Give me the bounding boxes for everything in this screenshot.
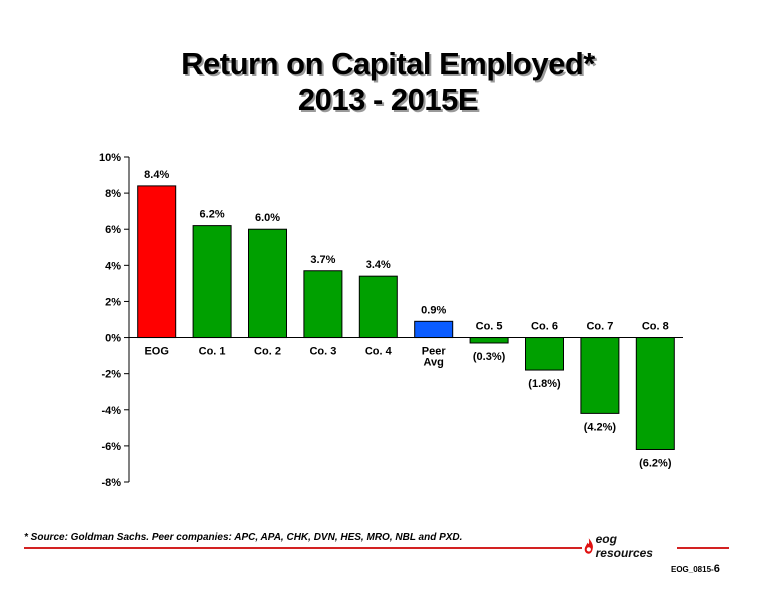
y-tick-label: 8%	[105, 188, 121, 200]
bar	[358, 275, 398, 339]
data-label: 6.2%	[200, 209, 225, 221]
category-label: Avg	[424, 357, 444, 369]
page-number: 6	[713, 563, 720, 575]
y-tick-label: 0%	[105, 333, 121, 345]
page-code: EOG_0815-	[671, 565, 714, 574]
bar	[137, 185, 177, 339]
bar	[192, 225, 232, 339]
category-label: Co. 7	[586, 321, 613, 333]
bar	[580, 337, 620, 414]
bar	[635, 337, 675, 450]
y-tick-label: -8%	[101, 477, 121, 489]
footer-rule-left	[24, 547, 582, 549]
title-line-2: 2013 - 2015E	[297, 82, 479, 117]
data-label: 3.4%	[366, 259, 391, 271]
category-label: EOG	[144, 346, 168, 358]
y-tick-label: -4%	[101, 405, 121, 417]
source-footnote: * Source: Goldman Sachs. Peer companies:…	[24, 532, 463, 543]
category-label: Co. 3	[309, 346, 336, 358]
y-tick-label: -6%	[101, 441, 121, 453]
y-tick-label: 2%	[105, 296, 121, 308]
data-label: (1.8%)	[528, 378, 561, 390]
category-label: Peer	[422, 346, 447, 358]
page-identifier: EOG_0815-6	[671, 563, 720, 575]
bar	[525, 337, 564, 371]
category-label: Co. 6	[531, 321, 558, 333]
y-tick-label: 4%	[105, 260, 121, 272]
flame-icon	[584, 538, 593, 554]
data-label: (4.2%)	[584, 421, 617, 433]
logo-wordmark: eog resources	[595, 532, 653, 560]
bar	[469, 337, 509, 344]
category-label: Co. 2	[254, 346, 281, 358]
data-label: 8.4%	[144, 169, 169, 181]
eog-logo: eog resources	[583, 532, 675, 560]
y-tick-label: 10%	[99, 152, 121, 164]
bar	[303, 270, 343, 339]
category-label: Co. 8	[642, 321, 669, 333]
data-label: 6.0%	[255, 212, 280, 224]
data-label: 0.9%	[421, 304, 446, 316]
category-label: Co. 1	[199, 346, 226, 358]
category-label: Co. 5	[476, 321, 503, 333]
title-line-1: Return on Capital Employed*	[181, 46, 595, 81]
data-label: 3.7%	[310, 254, 335, 266]
y-tick-label: -2%	[101, 369, 121, 381]
data-label: (6.2%)	[639, 458, 672, 470]
category-label: Co. 4	[365, 346, 393, 358]
bar	[414, 320, 454, 339]
bar	[248, 228, 287, 339]
data-label: (0.3%)	[473, 351, 506, 363]
y-tick-label: 6%	[105, 224, 121, 236]
chart-title: Return on Capital Employed* 2013 - 2015E	[0, 46, 776, 118]
footer-rule-right	[677, 547, 729, 549]
